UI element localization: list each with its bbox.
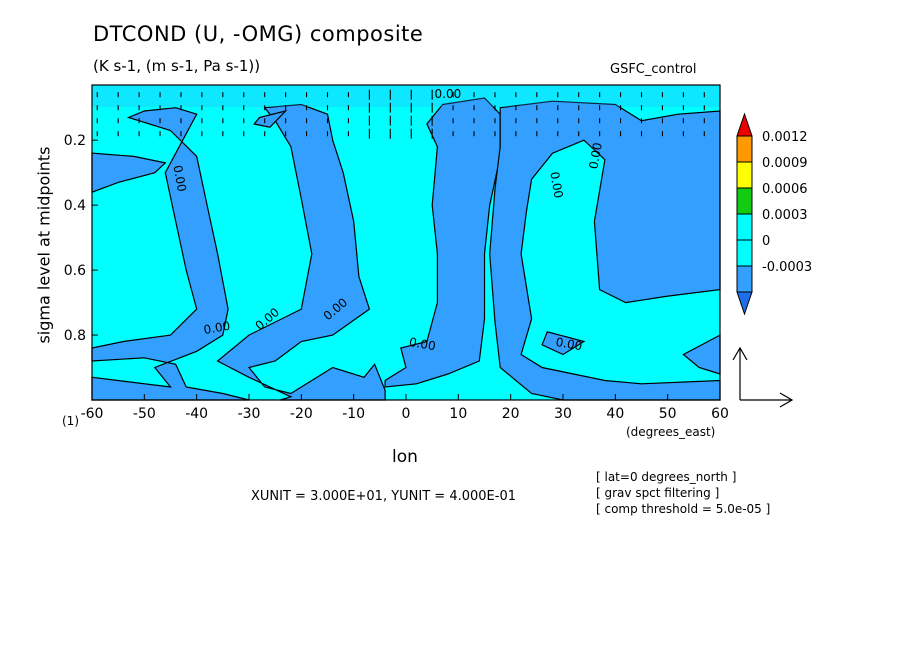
colorbar-label: 0.0009 [762, 156, 808, 171]
colorbar-segment [736, 187, 753, 215]
chart-title: DTCOND (U, -OMG) composite [93, 22, 424, 46]
x-axis-units: (degrees_east) [626, 425, 716, 439]
contour-label: 0.00 [435, 87, 462, 101]
x-tick-label: -60 [81, 406, 104, 422]
colorbar-bottom-arrow [736, 291, 753, 316]
contour-label: 0.00 [547, 171, 565, 200]
x-tick-label: 20 [502, 406, 520, 422]
colorbar-segment [736, 265, 753, 293]
x-tick-label: -30 [238, 406, 261, 422]
negative-region-1 [91, 107, 250, 401]
negative-region-6 [253, 109, 288, 128]
colorbar-segment [736, 213, 753, 241]
x-tick-label: 40 [606, 406, 624, 422]
colorbar-label: 0 [762, 234, 770, 249]
colorbar-label: 0.0012 [762, 130, 808, 145]
reference-vector-horizontal-head [779, 392, 794, 408]
y-tick-label: 0.4 [64, 198, 86, 214]
note-threshold: [ comp threshold = 5.0e-05 ] [596, 502, 771, 516]
chart-subtitle: (K s-1, (m s-1, Pa s-1)) [93, 57, 261, 75]
contour-label: 0.00 [408, 335, 437, 353]
negative-region-2 [216, 103, 386, 401]
colorbar-label: -0.0003 [762, 260, 812, 275]
colorbar-label: 0.0003 [762, 208, 808, 223]
colorbar-top-arrow [736, 112, 753, 137]
colorbar-segment [736, 161, 753, 189]
panel-number: (1) [62, 414, 79, 428]
x-tick-label: 30 [554, 406, 572, 422]
x-tick-label: -20 [290, 406, 313, 422]
top-strip [92, 85, 720, 107]
y-tick-label: 0.2 [64, 133, 86, 149]
colorbar-label: 0.0006 [762, 182, 808, 197]
x-tick-label: 10 [449, 406, 467, 422]
y-tick-label: 0.8 [64, 328, 86, 344]
x-tick-label: 60 [711, 406, 729, 422]
x-axis-label: lon [392, 447, 418, 467]
run-label: GSFC_control [610, 62, 697, 77]
note-filtering: [ grav spct filtering ] [596, 486, 720, 500]
contour-label: 0.00 [170, 164, 188, 193]
reference-vector-vertical-head [732, 346, 748, 361]
colorbar-segment [736, 239, 753, 267]
x-tick-label: -10 [342, 406, 365, 422]
negative-region-5 [541, 331, 586, 356]
x-tick-label: 50 [659, 406, 677, 422]
y-tick-label: 0.6 [64, 263, 86, 279]
colorbar-segment [736, 135, 753, 163]
contour-label: 0.00 [203, 319, 232, 337]
x-tick-label: -40 [185, 406, 208, 422]
x-tick-label: 0 [402, 406, 411, 422]
contour-label: 0.00 [555, 335, 584, 353]
x-tick-label: -50 [133, 406, 156, 422]
note-latitude: [ lat=0 degrees_north ] [596, 470, 737, 484]
vector-unit-text: XUNIT = 3.000E+01, YUNIT = 4.000E-01 [251, 489, 516, 504]
contour-label: 0.00 [586, 141, 604, 170]
vector-field [96, 89, 705, 139]
